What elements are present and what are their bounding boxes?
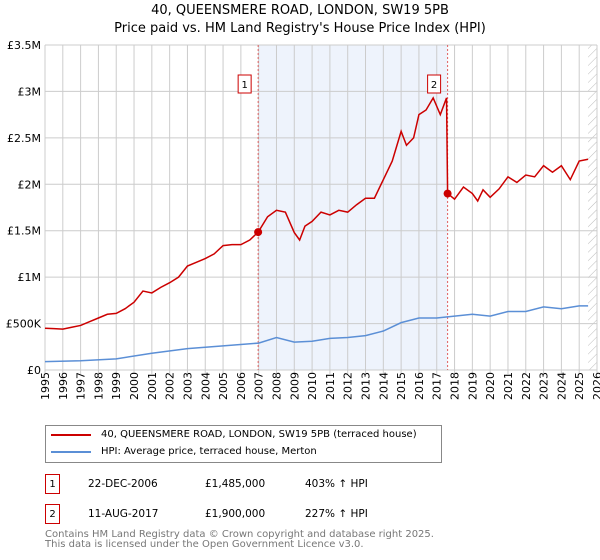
footer: Contains HM Land Registry data © Crown c… [45, 530, 434, 550]
y-tick-label: £3M [18, 85, 42, 98]
x-tick-label: 2003 [181, 372, 194, 400]
sale-price: £1,900,000 [205, 508, 266, 520]
x-tick-label: 1996 [57, 372, 70, 400]
sale-label: 2 [431, 80, 437, 91]
x-tick-label: 2004 [199, 372, 212, 400]
legend-label-property: 40, QUEENSMERE ROAD, LONDON, SW19 5PB (t… [101, 429, 417, 440]
price-chart: 1995 1996 1997 1998 1999 2000 2001 2002 2003 2004… [6, 39, 600, 400]
sale-point [254, 228, 263, 237]
x-tick-label: 2019 [466, 372, 479, 400]
sale-hpi: 227% ↑ HPI [305, 508, 368, 520]
sale-date: 11-AUG-2017 [88, 508, 159, 520]
x-tick-label: 2021 [502, 372, 515, 400]
x-tick-label: 1997 [75, 372, 88, 400]
y-tick-label: £500K [6, 318, 42, 331]
y-tick-label: £0 [27, 364, 41, 377]
footer-line: Contains HM Land Registry data © Crown c… [45, 529, 434, 540]
sale-badge: 1 [45, 474, 60, 494]
sale-hpi: 403% ↑ HPI [305, 478, 368, 490]
chart-title: 40, QUEENSMERE ROAD, LONDON, SW19 5PB [151, 3, 449, 18]
x-tick-label: 2005 [217, 372, 230, 400]
sale-price: £1,485,000 [205, 478, 266, 490]
sale-label: 1 [241, 80, 247, 91]
x-tick-label: 2012 [342, 372, 355, 400]
x-tick-label: 2010 [306, 372, 319, 400]
x-tick-label: 2015 [395, 372, 408, 400]
y-tick-label: £1.5M [7, 225, 41, 238]
x-tick-label: 2009 [288, 372, 301, 400]
property-price-line [44, 96, 589, 330]
y-tick-label: £1M [18, 271, 42, 284]
chart-subtitle: Price paid vs. HM Land Registry's House … [114, 21, 486, 36]
x-tick-label: 1999 [110, 372, 123, 400]
sale-row: 2 11-AUG-2017 £1,900,000 227% ↑ HPI [45, 504, 368, 524]
x-tick-label: 2020 [484, 372, 497, 400]
x-tick-label: 2023 [538, 372, 551, 400]
x-tick-label: 2014 [377, 372, 390, 400]
legend-blue-line [51, 450, 91, 453]
legend-label-hpi: HPI: Average price, terraced house, Mert… [101, 446, 317, 457]
sale-label-box [237, 74, 252, 94]
sale-point [443, 189, 452, 198]
y-tick-label: £3.5M [7, 39, 41, 52]
x-tick-label: 2001 [146, 372, 159, 400]
sale-date: 22-DEC-2006 [88, 478, 158, 490]
x-tick-label: 2017 [431, 372, 444, 400]
x-tick-label: 2000 [128, 372, 141, 400]
future-hatch [588, 45, 597, 370]
x-tick-label: 2024 [555, 372, 568, 400]
y-tick-label: £2.5M [7, 132, 41, 145]
x-tick-label: 2026 [591, 372, 600, 400]
sale-label-box [427, 74, 442, 94]
y-tick-label: £2M [18, 178, 42, 191]
x-tick-label: 2022 [520, 372, 533, 400]
x-tick-label: 1995 [39, 372, 52, 400]
x-tick-label: 2008 [270, 372, 283, 400]
x-tick-label: 1998 [92, 372, 105, 400]
x-tick-label: 2018 [449, 372, 462, 400]
x-tick-label: 2013 [360, 372, 373, 400]
legend-red-line [51, 433, 91, 436]
x-tick-label: 2025 [573, 372, 586, 400]
x-tick-label: 2011 [324, 372, 337, 400]
footer-line: This data is licensed under the Open Gov… [45, 539, 364, 550]
x-tick-label: 2002 [164, 372, 177, 400]
sale-badge: 2 [45, 504, 60, 524]
hpi-line [44, 305, 589, 363]
legend: 40, QUEENSMERE ROAD, LONDON, SW19 5PB (t… [45, 425, 442, 463]
x-tick-label: 2006 [235, 372, 248, 400]
x-tick-label: 2007 [253, 372, 266, 400]
x-tick-label: 2016 [413, 372, 426, 400]
sale-row: 1 22-DEC-2006 £1,485,000 403% ↑ HPI [45, 474, 368, 494]
